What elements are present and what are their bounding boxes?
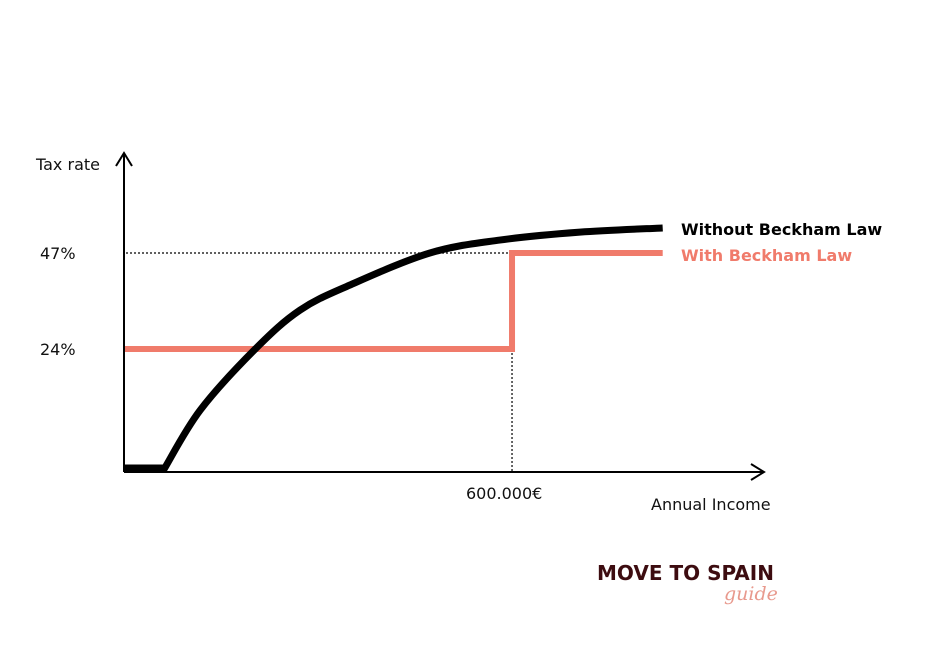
y-tick-label-24: 24% bbox=[40, 340, 76, 359]
series-without-beckham-line bbox=[124, 224, 663, 472]
y-tick-label-47: 47% bbox=[40, 244, 76, 263]
series-with-beckham-line bbox=[124, 250, 663, 352]
x-tick-label-600: 600.000€ bbox=[466, 484, 542, 503]
logo-title: MOVE TO SPAIN bbox=[597, 561, 774, 585]
legend-with-beckham: With Beckham Law bbox=[681, 246, 852, 265]
legend-without-beckham: Without Beckham Law bbox=[681, 220, 882, 239]
logo-subtitle: guide bbox=[724, 583, 778, 605]
logo: MOVE TO SPAIN guide bbox=[597, 561, 778, 605]
x-axis-arrow bbox=[750, 463, 766, 481]
y-axis-label: Tax rate bbox=[35, 155, 100, 174]
x-axis-label: Annual Income bbox=[651, 495, 771, 514]
y-axis-arrow bbox=[115, 151, 133, 167]
